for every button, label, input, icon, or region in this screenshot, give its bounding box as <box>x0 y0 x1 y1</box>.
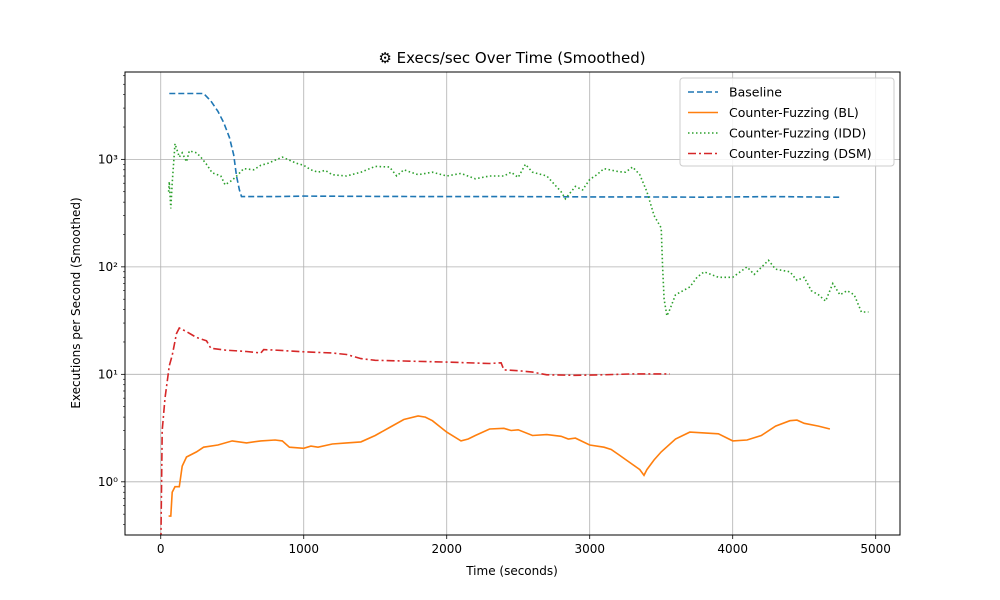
y-tick-label: 10² <box>98 260 118 274</box>
x-tick-label: 1000 <box>288 542 319 556</box>
legend: Baseline Counter-Fuzzing (BL) Counter-Fuzz… <box>679 77 895 167</box>
series-line <box>168 415 831 517</box>
x-tick-label: 5000 <box>860 542 891 556</box>
x-axis-title: Time (seconds) <box>465 564 558 578</box>
legend-label: Counter-Fuzzing (IDD) <box>729 126 866 141</box>
legend-label: Counter-Fuzzing (BL) <box>729 105 859 120</box>
x-tick-label: 0 <box>157 542 165 556</box>
chart-title: ⚙ Execs/sec Over Time (Smoothed) <box>378 49 645 67</box>
legend-box <box>679 77 895 167</box>
y-tick-label: 10¹ <box>98 367 118 381</box>
y-axis-title: Executions per Second (Smoothed) <box>69 197 83 408</box>
series-line <box>169 92 840 199</box>
plot-frame <box>124 71 901 536</box>
legend-label: Counter-Fuzzing (DSM) <box>729 146 872 161</box>
x-tick-label: 3000 <box>574 542 605 556</box>
series-line <box>160 326 670 535</box>
y-tick-label: 10³ <box>98 152 118 166</box>
x-tick-label: 2000 <box>431 542 462 556</box>
series-lines <box>160 92 869 535</box>
y-tick-label: 10⁰ <box>98 475 118 489</box>
legend-label: Baseline <box>729 85 782 100</box>
x-tick-label: 4000 <box>717 542 748 556</box>
axis-ticks: 0 1000 2000 3000 4000 5000 10⁰ 10¹ 10² 10³ <box>98 75 891 556</box>
